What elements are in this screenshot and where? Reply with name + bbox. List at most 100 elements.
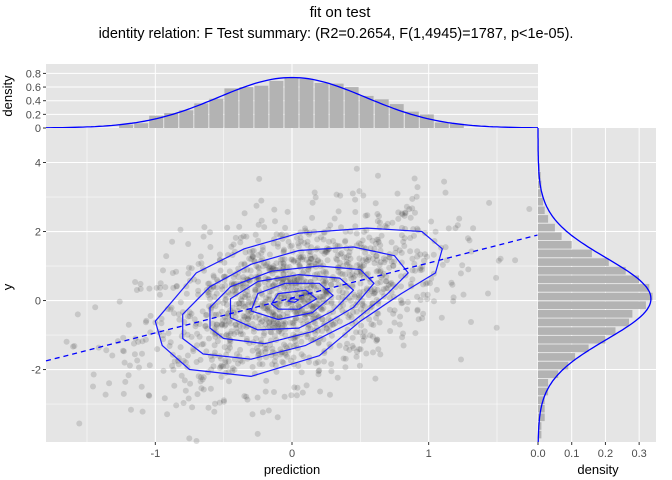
scatter-point [122, 378, 129, 385]
scatter-point [374, 286, 381, 293]
scatter-point [245, 292, 251, 299]
scatter-point [312, 360, 319, 367]
scatter-point [320, 236, 327, 243]
scatter-point [364, 308, 371, 315]
scatter-point [356, 188, 363, 195]
scatter-point [195, 261, 202, 267]
scatter-point [346, 249, 353, 256]
scatter-point [252, 314, 259, 321]
scatter-point [390, 310, 397, 317]
scatter-point [374, 310, 381, 317]
scatter-point [336, 342, 343, 349]
x-axis-label: prediction [264, 462, 320, 477]
scatter-point [371, 245, 378, 252]
right-histogram-bar [538, 344, 589, 353]
scatter-point [272, 312, 279, 319]
scatter-point [233, 325, 240, 331]
scatter-point [369, 288, 376, 295]
scatter-point [452, 225, 459, 232]
scatter-point [295, 243, 302, 250]
scatter-point [158, 315, 165, 322]
scatter-point [433, 286, 440, 293]
scatter-point [342, 237, 349, 244]
scatter-point [263, 345, 270, 352]
scatter-point [377, 279, 384, 286]
scatter-point [402, 209, 409, 216]
scatter-point [376, 319, 383, 326]
scatter-point [415, 316, 422, 323]
scatter-point [333, 191, 340, 198]
scatter-point [205, 369, 212, 376]
scatter-point [414, 293, 421, 300]
scatter-point [237, 234, 244, 241]
scatter-point [256, 269, 263, 276]
scatter-point [298, 338, 305, 345]
scatter-point [262, 315, 269, 322]
scatter-point [279, 321, 286, 327]
scatter-point [409, 267, 416, 274]
scatter-point [116, 298, 123, 305]
scatter-point [415, 227, 422, 234]
scatter-point [374, 280, 381, 287]
scatter-point [120, 390, 127, 397]
scatter-point [385, 282, 392, 289]
scatter-point [202, 323, 209, 330]
scatter-point [265, 263, 272, 270]
scatter-point [269, 361, 276, 368]
scatter-point [400, 238, 407, 245]
scatter-point [270, 263, 277, 270]
scatter-point [373, 253, 380, 259]
scatter-point [280, 318, 287, 325]
scatter-point [367, 332, 374, 339]
scatter-point [191, 316, 198, 323]
scatter-point [386, 294, 393, 301]
scatter-point [377, 351, 384, 358]
scatter-point [307, 252, 314, 259]
scatter-point [413, 193, 420, 200]
scatter-point [193, 359, 200, 365]
top-y-tick-label: 0 [35, 123, 41, 135]
scatter-point [361, 228, 367, 235]
scatter-point [375, 310, 382, 317]
scatter-point [298, 248, 305, 255]
scatter-point [258, 349, 265, 356]
scatter-point [285, 238, 292, 245]
scatter-point [395, 209, 402, 216]
scatter-point [358, 322, 365, 329]
scatter-point [246, 248, 253, 255]
scatter-point [349, 282, 356, 288]
scatter-point [254, 282, 261, 289]
scatter-point [337, 270, 344, 277]
scatter-point [188, 310, 195, 317]
scatter-point [169, 362, 176, 369]
scatter-point [235, 274, 242, 281]
scatter-point [185, 270, 192, 277]
scatter-point [195, 278, 201, 285]
scatter-point [280, 285, 287, 292]
scatter-point [235, 360, 241, 367]
scatter-point [257, 319, 264, 326]
density-contour [154, 227, 443, 377]
top-histogram-bar [254, 85, 269, 128]
scatter-point [320, 296, 327, 303]
scatter-point [137, 285, 144, 292]
scatter-point [460, 291, 467, 298]
scatter-point [213, 321, 220, 328]
scatter-point [194, 330, 201, 337]
top-histogram-bar [299, 78, 314, 128]
scatter-point [363, 258, 370, 265]
scatter-point [210, 272, 217, 279]
x-tick-label: -1 [150, 448, 160, 460]
scatter-point [236, 322, 243, 329]
scatter-point [466, 237, 473, 244]
scatter-point [386, 254, 393, 261]
scatter-point [270, 311, 277, 318]
scatter-point [294, 309, 301, 316]
scatter-point [139, 350, 145, 357]
scatter-point [206, 280, 213, 287]
scatter-point [350, 274, 357, 281]
scatter-point [292, 290, 299, 297]
scatter-point [136, 364, 142, 371]
scatter-point [377, 269, 384, 275]
scatter-point [359, 237, 366, 244]
